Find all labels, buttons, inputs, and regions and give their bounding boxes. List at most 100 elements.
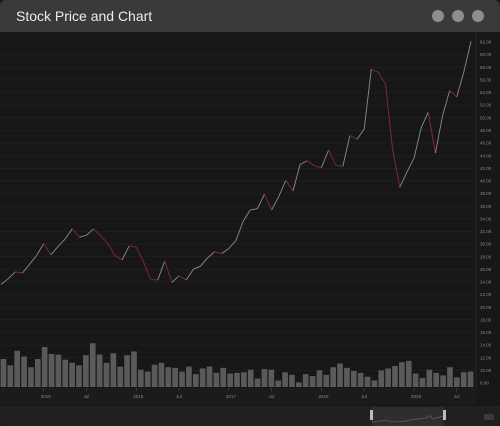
price-segment: [214, 251, 222, 254]
volume-bar: [48, 353, 55, 387]
y-tick-label: 60.00: [480, 52, 492, 57]
x-tick-label: Jul: [454, 394, 460, 399]
volume-bar: [206, 366, 213, 387]
price-segment: [157, 260, 166, 281]
volume-bar: [41, 347, 48, 387]
price-segment: [93, 228, 102, 237]
y-tick-label: 30.00: [480, 242, 492, 247]
volume-bar: [405, 360, 412, 387]
price-segment: [250, 208, 258, 211]
volume-bar: [89, 343, 96, 387]
volume-bars: [0, 343, 474, 387]
price-segment: [71, 228, 80, 238]
y-axis: 8.00 10.00 12.00 14.00 16.00 18.00 20.00 22.00 2…: [475, 32, 492, 390]
x-axis-band: [0, 388, 476, 404]
price-segment: [349, 135, 358, 140]
price-segment: [64, 228, 73, 240]
volume-bar: [433, 372, 440, 387]
navigator-series: [371, 414, 445, 423]
y-tick-label: 50.00: [480, 115, 492, 120]
volume-bar: [419, 377, 426, 387]
y-tick-label: 24.00: [480, 280, 492, 285]
volume-bar: [117, 366, 124, 387]
volume-bar: [165, 367, 172, 387]
navigator[interactable]: [0, 406, 500, 426]
volume-bar: [192, 374, 199, 387]
y-tick-label: 56.00: [480, 77, 492, 82]
volume-bar: [309, 376, 316, 387]
minimize-button[interactable]: [432, 10, 444, 22]
volume-bar: [392, 365, 398, 387]
price-segment: [15, 271, 23, 274]
x-tick-label: 2017: [226, 394, 237, 399]
y-tick-label: 44.00: [480, 153, 492, 158]
price-segment: [427, 112, 436, 154]
x-tick-label: Jul: [361, 394, 367, 399]
x-tick-label: 2019: [411, 394, 422, 399]
price-segment: [456, 71, 465, 98]
price-segment: [463, 41, 472, 72]
volume-bar: [453, 377, 460, 387]
price-segment: [356, 128, 365, 140]
volume-bar: [254, 378, 261, 387]
price-segment: [378, 72, 386, 85]
y-tick-label: 34.00: [480, 216, 492, 221]
volume-bar: [144, 371, 151, 387]
volume-bar: [302, 374, 309, 387]
price-segment: [292, 164, 301, 192]
price-segment: [135, 247, 144, 262]
y-tick-label: 54.00: [480, 90, 492, 95]
volume-bar: [241, 372, 247, 387]
price-segment: [363, 69, 372, 130]
y-tick-label: 58.00: [480, 65, 492, 70]
price-segment: [392, 149, 401, 188]
price-segment: [449, 90, 458, 98]
x-tick-label: 2018: [318, 394, 329, 399]
y-tick-label: 32.00: [480, 229, 492, 234]
volume-bar: [371, 380, 378, 387]
y-tick-label: 36.00: [480, 204, 492, 209]
price-segment: [121, 245, 130, 261]
volume-bar: [344, 367, 350, 387]
volume-bar: [282, 372, 288, 387]
volume-bar: [131, 351, 137, 387]
close-button[interactable]: [472, 10, 484, 22]
price-segment: [0, 278, 9, 285]
volume-bar: [55, 354, 62, 387]
price-segment: [43, 243, 52, 256]
price-segment: [242, 209, 251, 222]
y-tick-label: 20.00: [480, 305, 492, 310]
volume-bar: [440, 375, 446, 387]
navigator-window[interactable]: [372, 407, 444, 426]
volume-bar: [7, 365, 14, 387]
y-tick-label: 62.00: [480, 40, 492, 45]
x-axis: 2015 Jul 2016 Jul 2017 Jul 2018 Jul 2019 Jul: [0, 388, 476, 404]
stock-chart[interactable]: 8.00 10.00 12.00 14.00 16.00 18.00 20.00 22.00 2…: [0, 32, 500, 426]
title-bar: Stock Price and Chart: [0, 0, 500, 32]
volume-bar: [62, 359, 69, 387]
price-segment: [79, 234, 87, 238]
volume-bar: [220, 367, 227, 387]
navigator-right-handle[interactable]: [443, 410, 446, 420]
volume-bar: [83, 355, 89, 387]
volume-bar: [247, 369, 254, 387]
volume-bar: [412, 373, 419, 387]
volume-bar: [69, 362, 75, 387]
price-segment: [371, 68, 379, 73]
price-segment: [278, 180, 287, 197]
price-segment: [207, 251, 215, 259]
volume-bar: [275, 380, 282, 387]
price-segment: [164, 260, 173, 283]
volume-bar: [289, 374, 295, 387]
price-segment: [86, 228, 94, 236]
price-segment: [328, 149, 337, 166]
navigator-scroll-arrow[interactable]: [484, 414, 494, 420]
navigator-left-handle[interactable]: [370, 410, 373, 420]
volume-bar: [447, 367, 453, 387]
volume-bar: [316, 370, 323, 387]
volume-bar: [172, 367, 179, 387]
maximize-button[interactable]: [452, 10, 464, 22]
volume-bar: [323, 374, 330, 387]
volume-bar: [14, 350, 21, 387]
